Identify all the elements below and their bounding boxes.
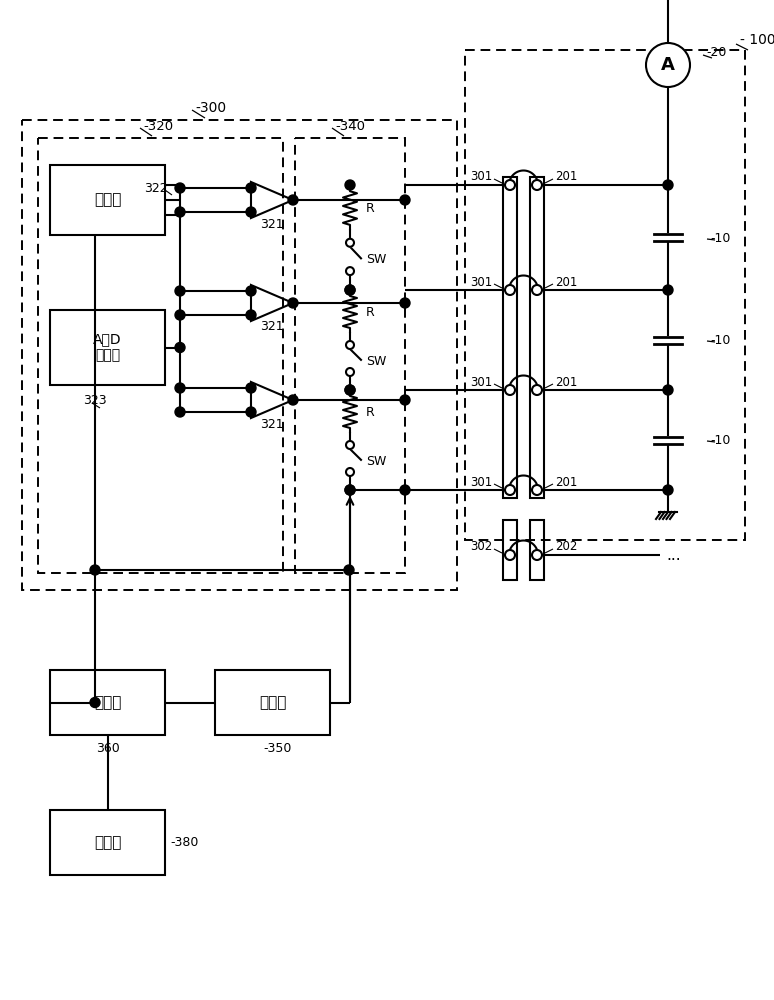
Text: 201: 201: [555, 476, 577, 488]
Text: - 100: - 100: [740, 33, 774, 47]
Text: SW: SW: [366, 355, 386, 368]
Circle shape: [345, 285, 355, 295]
Text: 360: 360: [96, 742, 119, 756]
Text: SW: SW: [366, 253, 386, 266]
Circle shape: [175, 207, 185, 217]
Text: 控制部: 控制部: [94, 695, 122, 710]
Circle shape: [400, 195, 410, 205]
Circle shape: [505, 485, 515, 495]
Text: 301: 301: [470, 476, 492, 488]
Text: A: A: [661, 56, 675, 74]
Circle shape: [175, 286, 185, 296]
Circle shape: [646, 43, 690, 87]
Text: 321: 321: [260, 218, 284, 231]
Circle shape: [246, 310, 256, 320]
Circle shape: [344, 565, 354, 575]
Text: -10: -10: [710, 232, 731, 244]
Circle shape: [345, 485, 355, 495]
Text: 321: 321: [260, 320, 284, 334]
Text: ...: ...: [666, 548, 680, 562]
Circle shape: [175, 407, 185, 417]
Circle shape: [345, 180, 355, 190]
Circle shape: [532, 550, 542, 560]
Circle shape: [345, 285, 355, 295]
Circle shape: [505, 550, 515, 560]
Circle shape: [663, 285, 673, 295]
Text: -300: -300: [195, 101, 226, 115]
Circle shape: [346, 441, 354, 449]
Circle shape: [175, 342, 185, 353]
Circle shape: [346, 239, 354, 247]
Circle shape: [246, 383, 256, 393]
Circle shape: [345, 485, 355, 495]
Text: A／D
变换器: A／D 变换器: [93, 332, 122, 363]
Text: -10: -10: [710, 334, 731, 347]
Text: -380: -380: [170, 836, 198, 849]
Circle shape: [532, 180, 542, 190]
Text: 322: 322: [145, 182, 168, 194]
Text: 301: 301: [470, 375, 492, 388]
Circle shape: [288, 395, 298, 405]
Circle shape: [663, 485, 673, 495]
Circle shape: [505, 285, 515, 295]
Circle shape: [246, 183, 256, 193]
Circle shape: [288, 195, 298, 205]
Circle shape: [175, 310, 185, 320]
Circle shape: [345, 385, 355, 395]
Circle shape: [246, 286, 256, 296]
Circle shape: [346, 267, 354, 275]
Text: 通信部: 通信部: [259, 695, 286, 710]
Text: 201: 201: [555, 375, 577, 388]
Text: -350: -350: [263, 742, 292, 756]
Text: 321: 321: [260, 418, 284, 430]
Text: SW: SW: [366, 455, 386, 468]
Circle shape: [246, 207, 256, 217]
Circle shape: [400, 298, 410, 308]
Text: 201: 201: [555, 275, 577, 288]
Circle shape: [346, 341, 354, 349]
Text: -10: -10: [710, 434, 731, 446]
Circle shape: [346, 368, 354, 376]
Circle shape: [175, 383, 185, 393]
Text: -20: -20: [706, 46, 726, 60]
Circle shape: [532, 385, 542, 395]
Circle shape: [505, 180, 515, 190]
Text: R: R: [366, 306, 375, 318]
Circle shape: [345, 385, 355, 395]
Text: R: R: [366, 202, 375, 215]
Text: 201: 201: [555, 170, 577, 184]
Circle shape: [90, 698, 100, 708]
Text: 323: 323: [83, 393, 107, 406]
Circle shape: [400, 395, 410, 405]
Circle shape: [532, 485, 542, 495]
Circle shape: [246, 407, 256, 417]
Circle shape: [400, 485, 410, 495]
Text: 多路器: 多路器: [94, 192, 122, 208]
Circle shape: [663, 180, 673, 190]
Text: 202: 202: [555, 540, 577, 554]
Circle shape: [663, 385, 673, 395]
Circle shape: [288, 298, 298, 308]
Text: 输出部: 输出部: [94, 835, 122, 850]
Text: R: R: [366, 406, 375, 418]
Circle shape: [90, 565, 100, 575]
Circle shape: [505, 385, 515, 395]
Text: -340: -340: [335, 119, 365, 132]
Circle shape: [346, 468, 354, 476]
Text: 301: 301: [470, 275, 492, 288]
Text: 301: 301: [470, 170, 492, 184]
Circle shape: [532, 285, 542, 295]
Text: -320: -320: [143, 119, 173, 132]
Text: 302: 302: [470, 540, 492, 554]
Circle shape: [175, 183, 185, 193]
